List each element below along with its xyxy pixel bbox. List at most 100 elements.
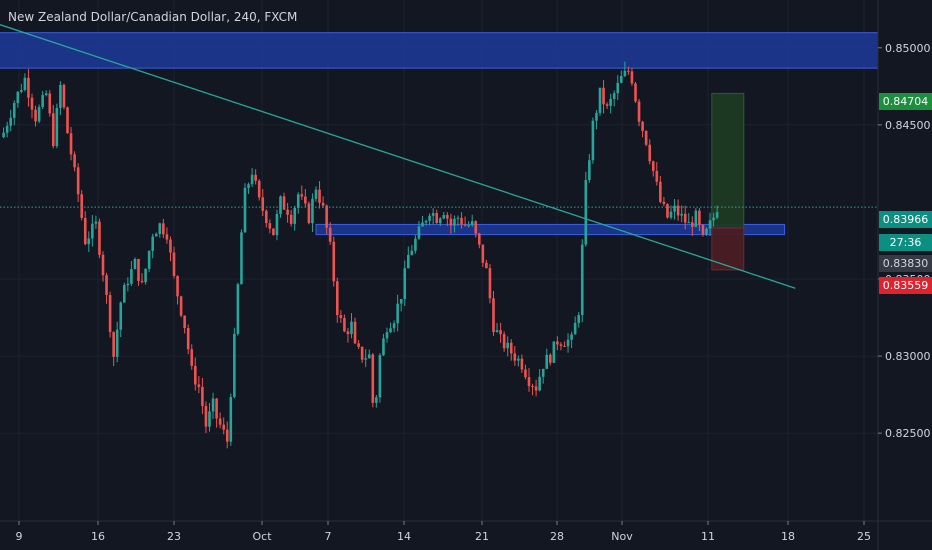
candle [176, 275, 179, 305]
candle [676, 199, 680, 221]
candle [478, 232, 481, 249]
candle [691, 216, 694, 236]
candle-body [488, 268, 492, 299]
candle [233, 327, 236, 399]
candle [339, 310, 343, 323]
candle [5, 121, 9, 138]
candle-body [694, 210, 698, 227]
candle-body [509, 342, 513, 354]
candle [616, 75, 620, 101]
trendline [0, 24, 796, 289]
candle-body [541, 368, 545, 377]
candle-body [506, 342, 509, 349]
candle [2, 127, 5, 139]
candle [541, 368, 545, 384]
candle-body [158, 223, 162, 234]
candle-body [414, 238, 417, 251]
candle-body [637, 101, 641, 122]
candle [222, 417, 225, 435]
candle-body [609, 98, 612, 106]
candle [240, 229, 243, 285]
candle [158, 222, 162, 238]
chart-title: New Zealand Dollar/Canadian Dollar, 240,… [8, 10, 298, 24]
support-zone [315, 223, 786, 236]
candle-body [20, 89, 23, 92]
candle-body [190, 349, 194, 366]
price-tick-label: 0.84500 [885, 119, 931, 132]
candle [151, 233, 154, 259]
candle [225, 421, 229, 449]
candle-body [460, 217, 463, 225]
candle-body [140, 280, 144, 283]
candle [623, 61, 627, 78]
time-tick-label: 11 [701, 530, 715, 543]
candle-body [534, 386, 538, 391]
candle-body [169, 239, 172, 253]
candle-body [463, 224, 467, 226]
candle [44, 90, 48, 97]
candle-body [520, 358, 524, 370]
candle [268, 219, 272, 234]
candle [183, 315, 186, 334]
candle [382, 333, 385, 356]
candle [55, 103, 59, 149]
candle-body [257, 180, 261, 198]
candle-body [318, 189, 321, 203]
candle [87, 231, 91, 253]
time-tick-label: 9 [16, 530, 23, 543]
candle-body [162, 223, 165, 235]
candle-body [584, 180, 588, 245]
candle [612, 90, 616, 107]
candle [119, 301, 123, 338]
candle-body [446, 215, 449, 219]
candle [23, 73, 27, 92]
candle-body [364, 358, 367, 360]
candle-body [428, 215, 431, 221]
candle [293, 205, 296, 231]
candle-body [233, 333, 236, 397]
candle-body [399, 299, 403, 304]
candle [346, 327, 350, 343]
candle-body [630, 71, 634, 84]
candle [431, 208, 435, 225]
candle [424, 219, 428, 226]
candle-body [382, 338, 385, 356]
candle [580, 239, 584, 323]
candle-body [602, 87, 605, 105]
candle-body [698, 210, 701, 225]
candle [506, 336, 509, 357]
candle [584, 171, 588, 247]
candle-body [265, 210, 268, 224]
candle-body [392, 323, 396, 329]
time-tick-label: 16 [91, 530, 105, 543]
time-tick-label: 25 [857, 530, 871, 543]
candle-body [30, 97, 34, 110]
candle [279, 195, 282, 218]
candle [708, 212, 712, 237]
candle [194, 357, 197, 391]
candle-body [108, 294, 112, 333]
candle [101, 251, 105, 282]
candle-body [211, 398, 215, 412]
candle [52, 104, 55, 149]
candle [328, 222, 332, 245]
candle-body [236, 284, 240, 334]
candle [659, 175, 662, 204]
candle-body [12, 102, 16, 118]
candle-body [83, 218, 87, 245]
candle-body [133, 258, 137, 270]
resistance-zone [0, 32, 879, 69]
candle [641, 120, 644, 138]
candle [573, 316, 577, 335]
candle [481, 244, 485, 267]
candle [357, 340, 360, 350]
candle-body [151, 236, 154, 251]
candle-body [123, 285, 126, 303]
candle [300, 185, 304, 201]
candle [12, 100, 16, 126]
candle [687, 213, 691, 224]
candle [598, 87, 602, 116]
candle [218, 412, 222, 429]
